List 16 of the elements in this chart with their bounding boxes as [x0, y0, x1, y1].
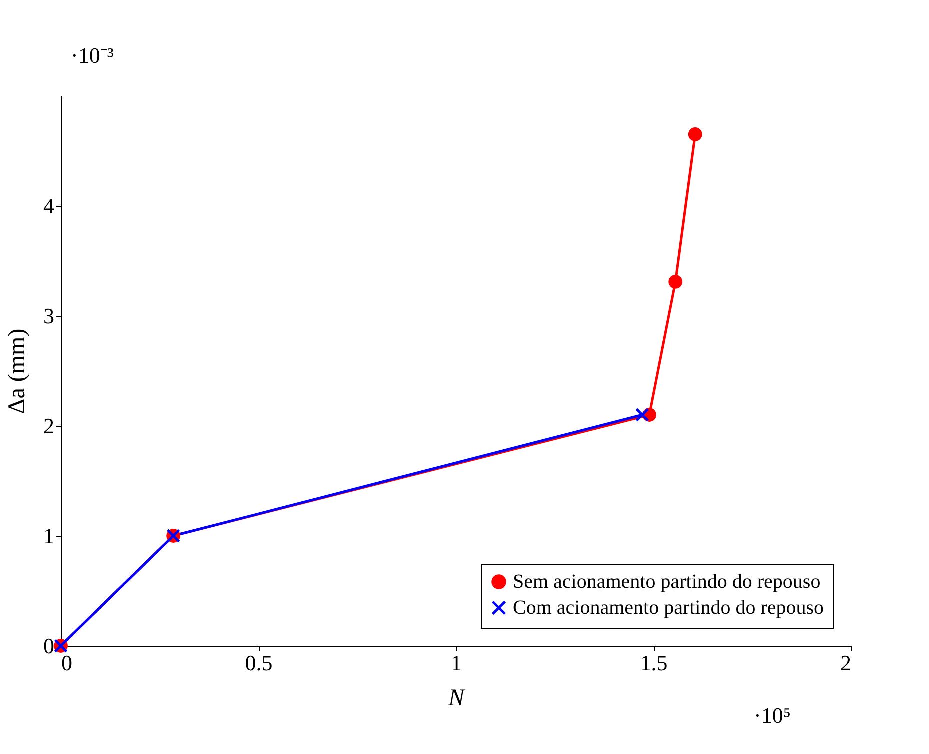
x-tick-label: 2	[840, 650, 852, 676]
x-tick-label: 1	[451, 650, 462, 676]
y-tick-label: 1	[44, 524, 54, 548]
x-tick-label: 0.5	[245, 650, 273, 676]
y-tick-label: 3	[44, 304, 54, 328]
text: ·10⁵	[754, 703, 791, 728]
legend-label: Sem acionamento partindo do repouso	[513, 571, 821, 593]
x-tick-label: 1.5	[640, 650, 668, 676]
x-axis-title: N	[447, 686, 466, 712]
text: ·10⁻³	[71, 43, 114, 68]
y-axis-title: Δa (mm)	[4, 328, 30, 414]
y-tick-label: 0	[44, 634, 54, 658]
y-tick-label: 4	[44, 194, 54, 218]
x-tick-label: 0	[62, 650, 72, 676]
y-tick-label: 2	[44, 414, 54, 438]
legend-label: Com acionamento partindo do repouso	[513, 597, 824, 619]
